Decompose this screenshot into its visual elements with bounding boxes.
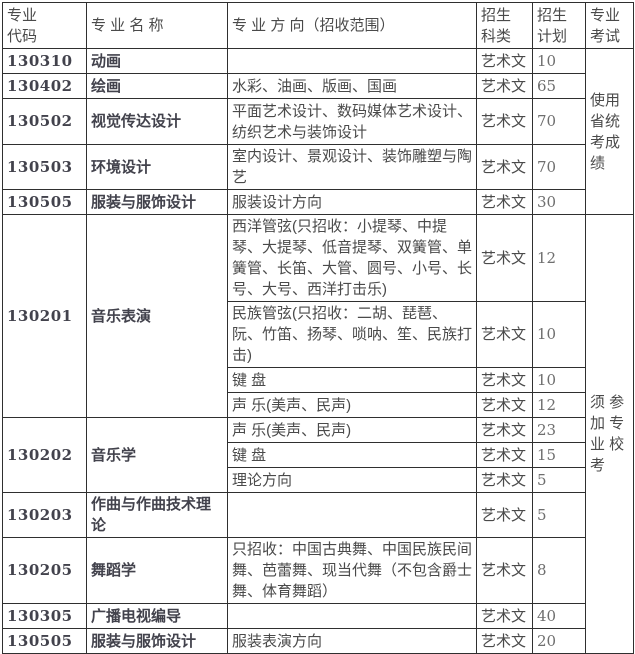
cell-direction: 声 乐(美声、民声)	[227, 417, 477, 443]
cell-category: 艺术文	[476, 301, 533, 368]
table-row: 键 盘 艺术文 15	[3, 442, 634, 468]
cell-direction: 水彩、油画、版画、国画	[227, 73, 477, 99]
cell-category: 艺术文	[476, 537, 533, 604]
cell-direction: 西洋管弦(只招收：小提琴、中提琴、大提琴、低音提琴、双簧管、单簧管、长笛、大管、…	[227, 214, 477, 302]
cell-direction: 平面艺术设计、数码媒体艺术设计、纺织艺术与装饰设计	[227, 98, 477, 145]
cell-plan: 15	[532, 442, 586, 468]
cell-category: 艺术文	[476, 214, 533, 302]
cell-code: 130503	[2, 144, 87, 190]
table-row: 理论方向 艺术文 5	[3, 467, 634, 493]
table-row: 130203 作曲与作曲技术理论 艺术文 5	[2, 492, 634, 538]
cell-code: 130310	[2, 48, 87, 74]
cell-major-name: 音乐学	[86, 417, 228, 493]
cell-category: 艺术文	[476, 628, 533, 654]
cell-direction: 服装设计方向	[227, 189, 477, 215]
cell-code: 130205	[2, 537, 87, 604]
cell-direction: 理论方向	[227, 467, 477, 493]
header-major-code: 专业 代码	[2, 2, 87, 49]
cell-direction: 民族管弦(只招收：二胡、琵琶、阮、竹笛、扬琴、唢呐、笙、民族打击)	[227, 301, 477, 368]
cell-plan: 10	[532, 48, 586, 74]
cell-direction	[227, 48, 477, 74]
header-enroll-category: 招生 科类	[476, 2, 533, 49]
header-major-exam: 专业 考试	[585, 2, 634, 49]
header-enroll-plan: 招生 计划	[532, 2, 586, 49]
table-row: 130502 视觉传达设计 平面艺术设计、数码媒体艺术设计、纺织艺术与装饰设计 …	[2, 98, 634, 145]
cell-plan: 40	[532, 603, 586, 629]
cell-major-name: 服装与服饰设计	[86, 189, 228, 215]
cell-plan: 23	[532, 417, 586, 443]
table-row: 130503 环境设计 室内设计、景观设计、装饰雕塑与陶艺 艺术文 70	[2, 144, 634, 190]
cell-category: 艺术文	[476, 367, 533, 393]
cell-direction	[227, 492, 477, 538]
cell-category: 艺术文	[476, 442, 533, 468]
cell-major-name: 动画	[86, 48, 228, 74]
cell-plan: 30	[532, 189, 586, 215]
table-row: 130505 服装与服饰设计 服装表演方向 艺术文 20	[2, 628, 634, 654]
cell-plan: 65	[532, 73, 586, 99]
cell-category: 艺术文	[476, 467, 533, 493]
cell-category: 艺术文	[476, 189, 533, 215]
cell-plan: 70	[532, 98, 586, 145]
cell-direction: 声 乐(美声、民声)	[227, 392, 477, 418]
exam-provincial-cell: 使用省统考成绩	[585, 48, 634, 215]
cell-code: 130201	[2, 214, 87, 418]
cell-direction: 服装表演方向	[227, 628, 477, 654]
table-row: 130402 绘画 水彩、油画、版画、国画 艺术文 65	[2, 73, 634, 99]
header-major-direction: 专 业 方 向（招收范围）	[227, 2, 477, 49]
cell-code: 130505	[2, 189, 87, 215]
cell-category: 艺术文	[476, 144, 533, 190]
cell-plan: 8	[532, 537, 586, 604]
cell-plan: 10	[532, 301, 586, 368]
cell-code: 130402	[2, 73, 87, 99]
cell-plan: 10	[532, 367, 586, 393]
cell-major-name: 作曲与作曲技术理论	[86, 492, 228, 538]
cell-major-name: 音乐表演	[86, 214, 228, 418]
cell-major-name: 绘画	[86, 73, 228, 99]
cell-code: 130202	[2, 417, 87, 493]
cell-plan: 12	[532, 214, 586, 302]
cell-plan: 5	[532, 467, 586, 493]
table-row: 声 乐(美声、民声) 艺术文 12	[3, 392, 634, 418]
exam-school-cell: 须 参 加 专 业 校 考	[585, 214, 634, 654]
cell-plan: 20	[532, 628, 586, 654]
table-row: 130205 舞蹈学 只招收：中国古典舞、中国民族民间舞、芭蕾舞、现当代舞（不包…	[2, 537, 634, 604]
cell-category: 艺术文	[476, 603, 533, 629]
cell-category: 艺术文	[476, 73, 533, 99]
cell-direction: 只招收：中国古典舞、中国民族民间舞、芭蕾舞、现当代舞（不包含爵士舞、体育舞蹈）	[227, 537, 477, 604]
cell-plan: 5	[532, 492, 586, 538]
cell-category: 艺术文	[476, 392, 533, 418]
cell-major-name: 环境设计	[86, 144, 228, 190]
table-row: 键 盘 艺术文 10	[3, 367, 634, 393]
cell-major-name: 舞蹈学	[86, 537, 228, 604]
cell-plan: 70	[532, 144, 586, 190]
table-row: 民族管弦(只招收：二胡、琵琶、阮、竹笛、扬琴、唢呐、笙、民族打击) 艺术文 10	[3, 301, 634, 368]
header-major-name: 专 业 名 称	[86, 2, 228, 49]
table-row: 130201 音乐表演 西洋管弦(只招收：小提琴、中提琴、大提琴、低音提琴、双簧…	[2, 214, 634, 654]
cell-major-name: 视觉传达设计	[86, 98, 228, 145]
cell-category: 艺术文	[476, 492, 533, 538]
header-row: 专业 代码 专 业 名 称 专 业 方 向（招收范围） 招生 科类 招生 计划 …	[2, 2, 634, 49]
cell-category: 艺术文	[476, 48, 533, 74]
cell-category: 艺术文	[476, 98, 533, 145]
cell-direction: 键 盘	[227, 367, 477, 393]
cell-direction: 键 盘	[227, 442, 477, 468]
table-row: 130310 动画 艺术文 10 使用省统考成绩	[2, 48, 634, 215]
cell-major-name: 服装与服饰设计	[86, 628, 228, 654]
cell-code: 130203	[2, 492, 87, 538]
cell-category: 艺术文	[476, 417, 533, 443]
table-row: 130202 音乐学 声 乐(美声、民声) 艺术文 23	[2, 417, 634, 493]
table-row: 130305 广播电视编导 艺术文 40	[2, 603, 634, 629]
cell-plan: 12	[532, 392, 586, 418]
cell-code: 130502	[2, 98, 87, 145]
cell-direction: 室内设计、景观设计、装饰雕塑与陶艺	[227, 144, 477, 190]
table-row: 130505 服装与服饰设计 服装设计方向 艺术文 30	[2, 189, 634, 215]
cell-major-name: 广播电视编导	[86, 603, 228, 629]
cell-code: 130305	[2, 603, 87, 629]
cell-direction	[227, 603, 477, 629]
cell-code: 130505	[2, 628, 87, 654]
